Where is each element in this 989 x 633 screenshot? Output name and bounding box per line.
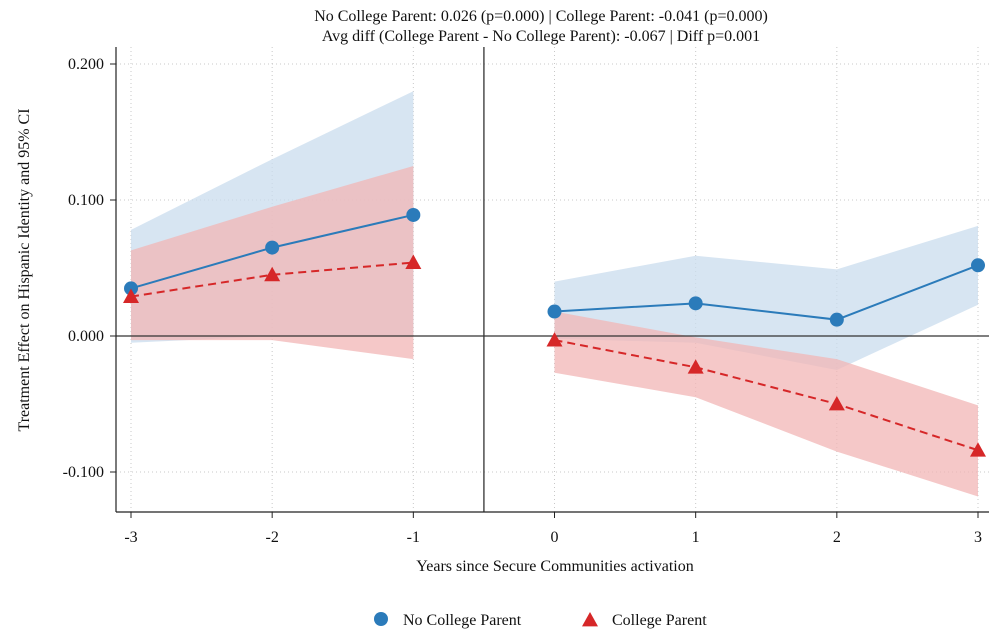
y-tick-label: -0.100 — [63, 464, 104, 481]
y-tick-label: 0.200 — [68, 56, 104, 73]
x-tick-label: 2 — [833, 529, 841, 546]
y-tick-label: 0.100 — [68, 192, 104, 209]
data-point — [124, 281, 138, 296]
series-line — [130, 261, 414, 298]
legend-marker — [582, 612, 598, 627]
x-tick-label: -3 — [124, 529, 137, 546]
series-line — [554, 339, 979, 452]
legend-label: No College Parent — [403, 612, 522, 629]
data-point — [123, 288, 139, 303]
confidence-band — [554, 311, 978, 497]
series-line — [554, 264, 979, 321]
confidence-band — [131, 166, 414, 360]
data-point — [405, 254, 422, 269]
legend: No College Parent College Parent — [374, 612, 707, 629]
data-point — [971, 258, 985, 273]
confidence-bands — [131, 91, 978, 497]
data-point — [828, 396, 845, 411]
data-point — [829, 312, 844, 327]
data-point — [546, 332, 563, 347]
x-axis-label: Years since Secure Communities activatio… — [416, 558, 693, 575]
data-point — [265, 240, 280, 255]
y-axis-label: Treatment Effect on Hispanic Identity an… — [16, 108, 33, 431]
chart-title-line-2: Avg diff (College Parent - No College Pa… — [322, 28, 760, 45]
data-point — [406, 207, 421, 222]
y-tick-label: 0.000 — [68, 328, 104, 345]
x-tick-label: 0 — [551, 529, 559, 546]
data-point — [687, 359, 704, 374]
data-point — [970, 442, 986, 457]
data-point — [688, 296, 703, 311]
chart-title-line-1: No College Parent: 0.026 (p=0.000) | Col… — [314, 8, 768, 25]
x-tick-label: -1 — [407, 529, 420, 546]
x-tick-label: -2 — [266, 529, 279, 546]
axes: -3 -2 -1 0 1 2 3 -0.100 0.000 0.100 0.200 — [63, 47, 989, 546]
legend-marker — [374, 612, 388, 626]
data-point — [547, 304, 562, 319]
x-tick-label: 1 — [692, 529, 700, 546]
legend-label: College Parent — [612, 612, 707, 629]
data-point — [264, 266, 281, 282]
x-tick-label: 3 — [974, 529, 982, 546]
series-markers — [123, 207, 986, 457]
